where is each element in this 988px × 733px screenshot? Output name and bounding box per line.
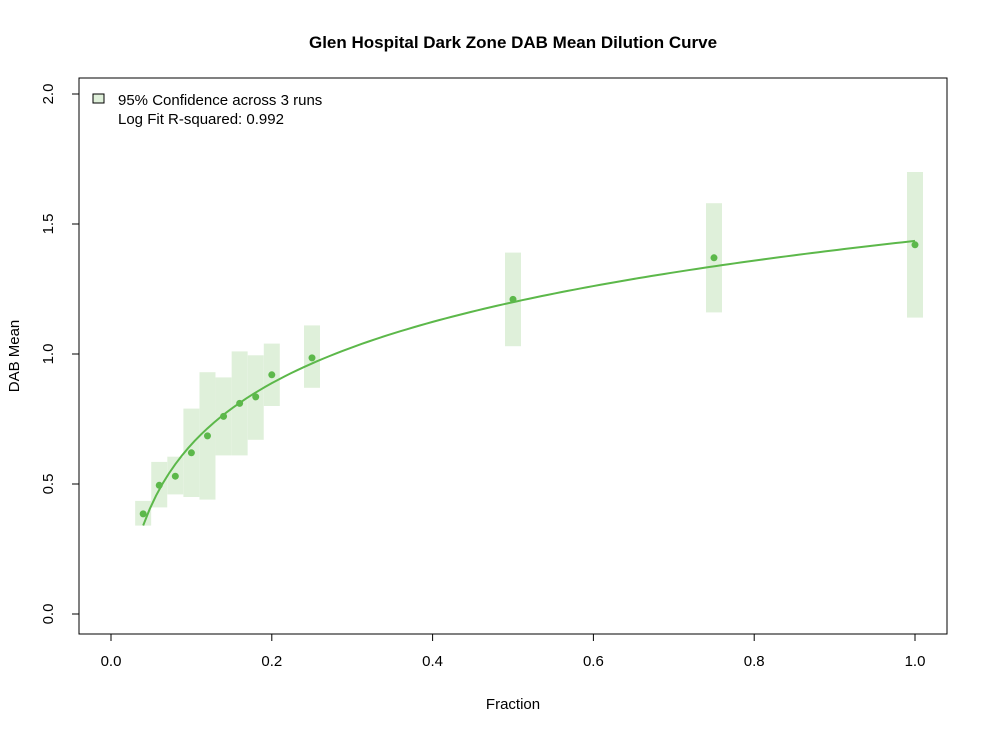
y-tick-label: 0.5 (40, 474, 57, 495)
data-point (155, 481, 163, 489)
x-tick-label: 0.6 (583, 653, 604, 670)
y-axis-label: DAB Mean (6, 320, 23, 393)
legend-fit-label: Log Fit R-squared: 0.992 (118, 111, 284, 128)
plot-frame (78, 77, 948, 635)
data-point (171, 472, 179, 480)
data-point (268, 371, 276, 379)
legend-confidence-label: 95% Confidence across 3 runs (118, 92, 322, 109)
chart-title: Glen Hospital Dark Zone DAB Mean Dilutio… (309, 33, 717, 52)
legend-swatch (92, 93, 105, 104)
x-axis-label: Fraction (486, 696, 540, 713)
data-point (139, 510, 147, 518)
confidence-bands (135, 172, 923, 526)
y-tick-label: 1.0 (40, 344, 57, 365)
x-tick-label: 1.0 (905, 653, 926, 670)
data-point (203, 432, 211, 440)
y-tick-label: 2.0 (40, 84, 57, 105)
data-point (710, 254, 718, 262)
x-tick-label: 0.2 (261, 653, 282, 670)
y-tick-label: 1.5 (40, 214, 57, 235)
data-points (139, 241, 919, 518)
x-axis: 0.0 0.2 0.4 0.6 0.8 1.0 (101, 633, 926, 670)
y-axis: 0.0 0.5 1.0 1.5 2.0 (40, 84, 80, 625)
data-point (308, 354, 316, 362)
log-fit-line (142, 239, 916, 526)
x-tick-label: 0.8 (744, 653, 765, 670)
data-point (220, 412, 228, 420)
y-tick-label: 0.0 (40, 604, 57, 625)
x-tick-label: 0.0 (101, 653, 122, 670)
data-point (252, 393, 260, 401)
x-tick-label: 0.4 (422, 653, 443, 670)
legend: 95% Confidence across 3 runs Log Fit R-s… (92, 92, 322, 128)
data-point (911, 241, 919, 249)
data-point (236, 399, 244, 407)
data-point (509, 295, 517, 303)
data-point (187, 449, 195, 457)
